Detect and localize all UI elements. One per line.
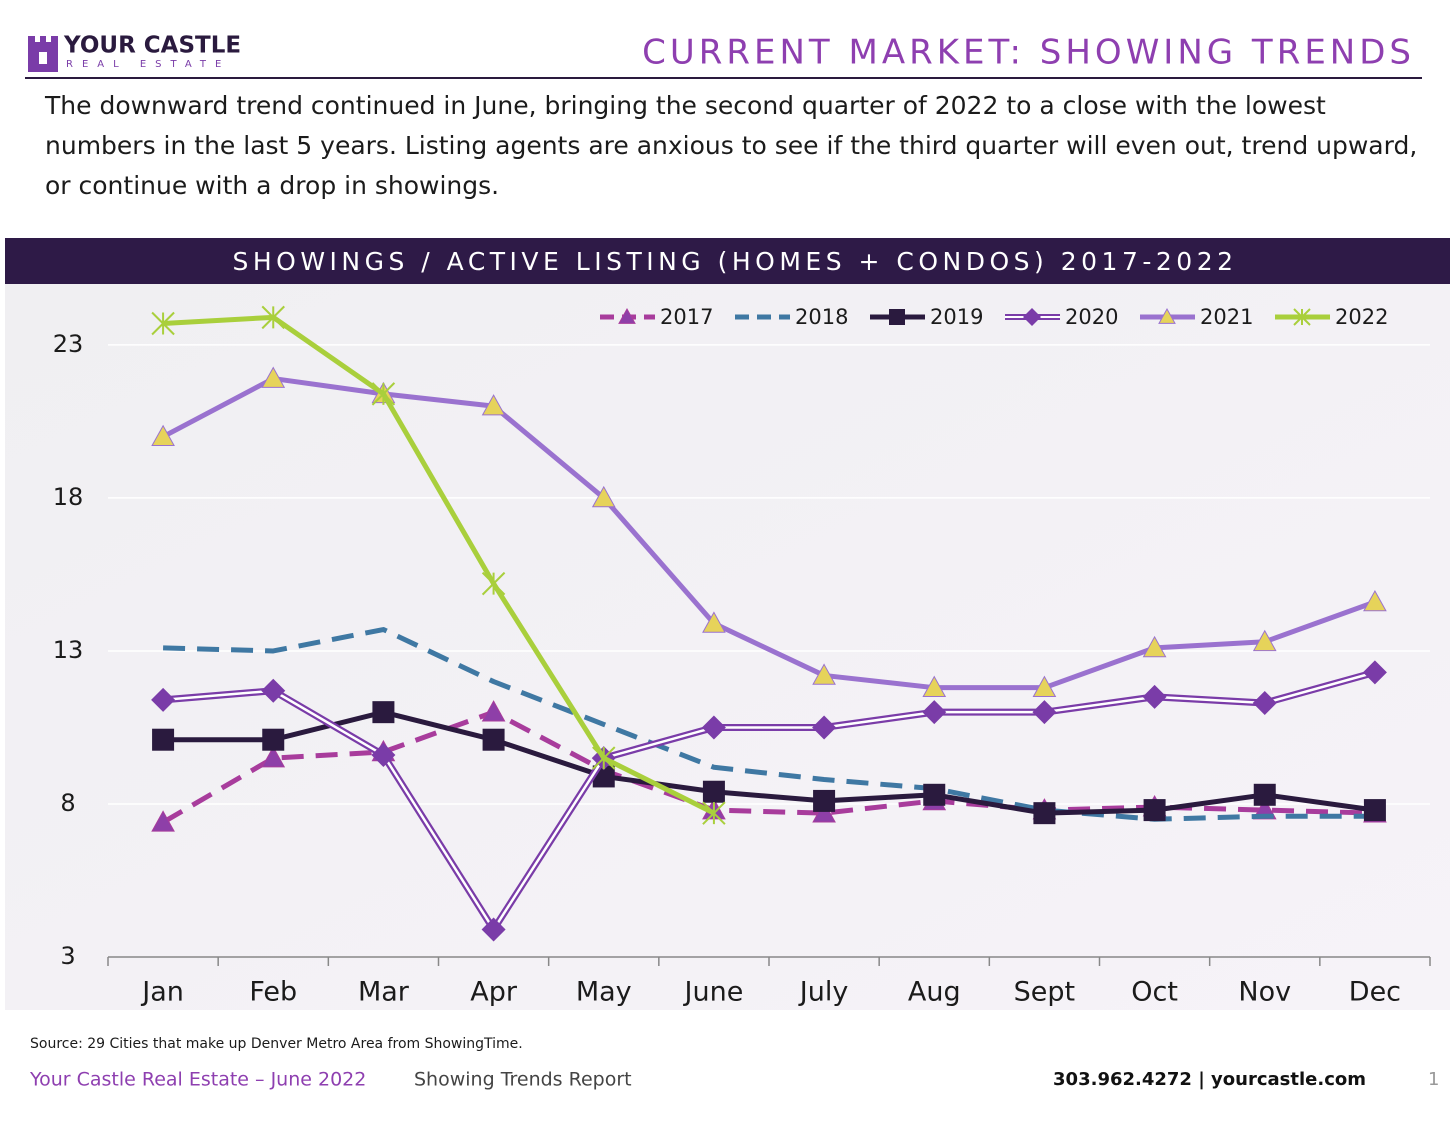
y-tick-label: 18 bbox=[53, 483, 84, 511]
legend-label: 2019 bbox=[930, 305, 983, 329]
marker bbox=[482, 728, 505, 751]
marker bbox=[1363, 589, 1387, 612]
x-tick-label: Apr bbox=[470, 977, 518, 1008]
marker bbox=[1033, 802, 1056, 825]
marker bbox=[1143, 799, 1166, 822]
x-tick-label: July bbox=[798, 977, 849, 1008]
marker bbox=[702, 801, 726, 825]
series-line bbox=[163, 709, 1376, 816]
marker bbox=[1023, 308, 1041, 326]
logo-sub: REAL ESTATE bbox=[66, 59, 230, 70]
chart-title-bar bbox=[5, 238, 1450, 284]
source-note: Source: 29 Cities that make up Denver Me… bbox=[30, 1036, 523, 1052]
legend-label: 2018 bbox=[795, 305, 848, 329]
x-tick-label: Mar bbox=[358, 977, 410, 1008]
marker bbox=[618, 307, 636, 324]
marker bbox=[1032, 700, 1057, 725]
marker bbox=[592, 746, 616, 770]
marker bbox=[1142, 684, 1167, 709]
legend-label: 2020 bbox=[1065, 305, 1118, 329]
marker bbox=[702, 780, 725, 803]
series-line-inner bbox=[162, 671, 1376, 931]
marker bbox=[261, 746, 286, 768]
x-tick-label: June bbox=[683, 977, 744, 1008]
legend-label: 2017 bbox=[660, 305, 713, 329]
y-tick-label: 23 bbox=[53, 330, 84, 358]
x-tick-label: Feb bbox=[249, 977, 297, 1008]
marker bbox=[151, 810, 175, 832]
marker bbox=[151, 687, 176, 712]
x-tick-label: Aug bbox=[908, 977, 961, 1008]
marker bbox=[151, 311, 175, 336]
marker bbox=[481, 394, 506, 416]
marker bbox=[922, 675, 947, 697]
chart-title: SHOWINGS / ACTIVE LISTING (HOMES + CONDO… bbox=[232, 247, 1237, 276]
marker bbox=[152, 728, 175, 751]
x-tick-label: Nov bbox=[1238, 977, 1291, 1008]
series-line bbox=[161, 376, 1376, 691]
marker bbox=[1142, 635, 1167, 658]
series-line bbox=[162, 314, 716, 816]
marker bbox=[481, 571, 506, 596]
y-tick-label: 8 bbox=[60, 789, 75, 817]
logo-name: YOUR CASTLE bbox=[63, 33, 241, 59]
marker bbox=[1252, 690, 1277, 715]
marker bbox=[922, 700, 947, 725]
y-tick-label: 3 bbox=[60, 942, 75, 970]
marker bbox=[591, 485, 616, 508]
marker bbox=[261, 678, 286, 703]
marker bbox=[1362, 660, 1387, 685]
marker bbox=[1032, 675, 1057, 697]
marker bbox=[371, 382, 396, 406]
x-tick-label: Jan bbox=[140, 977, 184, 1008]
marker bbox=[262, 728, 285, 751]
y-tick-label: 13 bbox=[53, 636, 84, 664]
logo-icon bbox=[28, 36, 58, 72]
page-title: CURRENT MARKET: SHOWING TRENDS bbox=[642, 33, 1415, 73]
marker bbox=[1252, 629, 1277, 652]
plot-background bbox=[5, 284, 1450, 1010]
marker bbox=[701, 715, 726, 740]
marker bbox=[1253, 783, 1276, 806]
marker bbox=[889, 309, 905, 325]
marker bbox=[1158, 307, 1176, 324]
marker bbox=[151, 424, 175, 447]
x-tick-label: Oct bbox=[1131, 977, 1178, 1008]
footer-contact: 303.962.4272 | yourcastle.com bbox=[1053, 1069, 1366, 1090]
marker bbox=[702, 611, 726, 633]
intro-text: The downward trend continued in June, br… bbox=[45, 91, 1418, 200]
x-tick-label: Sept bbox=[1014, 977, 1075, 1008]
footer-report: Showing Trends Report bbox=[414, 1069, 632, 1091]
marker bbox=[1363, 799, 1386, 822]
marker bbox=[812, 715, 837, 740]
x-tick-label: Dec bbox=[1349, 977, 1401, 1008]
legend-label: 2022 bbox=[1335, 305, 1388, 329]
marker bbox=[1293, 308, 1311, 326]
x-tick-label: May bbox=[576, 977, 632, 1008]
marker bbox=[812, 801, 836, 823]
marker bbox=[923, 783, 946, 806]
marker bbox=[481, 917, 506, 942]
marker bbox=[261, 305, 285, 330]
marker bbox=[812, 663, 836, 685]
legend-label: 2021 bbox=[1200, 305, 1253, 329]
marker bbox=[371, 743, 396, 768]
footer-brand: Your Castle Real Estate – June 2022 bbox=[29, 1069, 366, 1091]
page-number: 1 bbox=[1428, 1069, 1439, 1090]
marker bbox=[481, 700, 506, 722]
marker bbox=[261, 366, 286, 388]
marker bbox=[372, 701, 395, 724]
marker bbox=[813, 789, 836, 812]
